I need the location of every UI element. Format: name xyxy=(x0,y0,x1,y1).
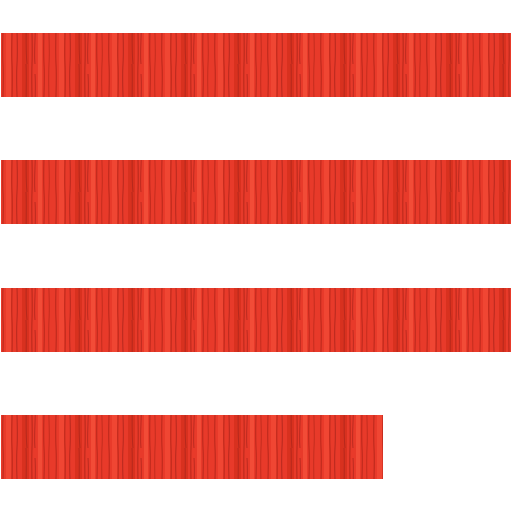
bar xyxy=(1,160,511,224)
bar xyxy=(1,415,383,479)
bar xyxy=(1,33,511,97)
bar xyxy=(1,288,511,352)
